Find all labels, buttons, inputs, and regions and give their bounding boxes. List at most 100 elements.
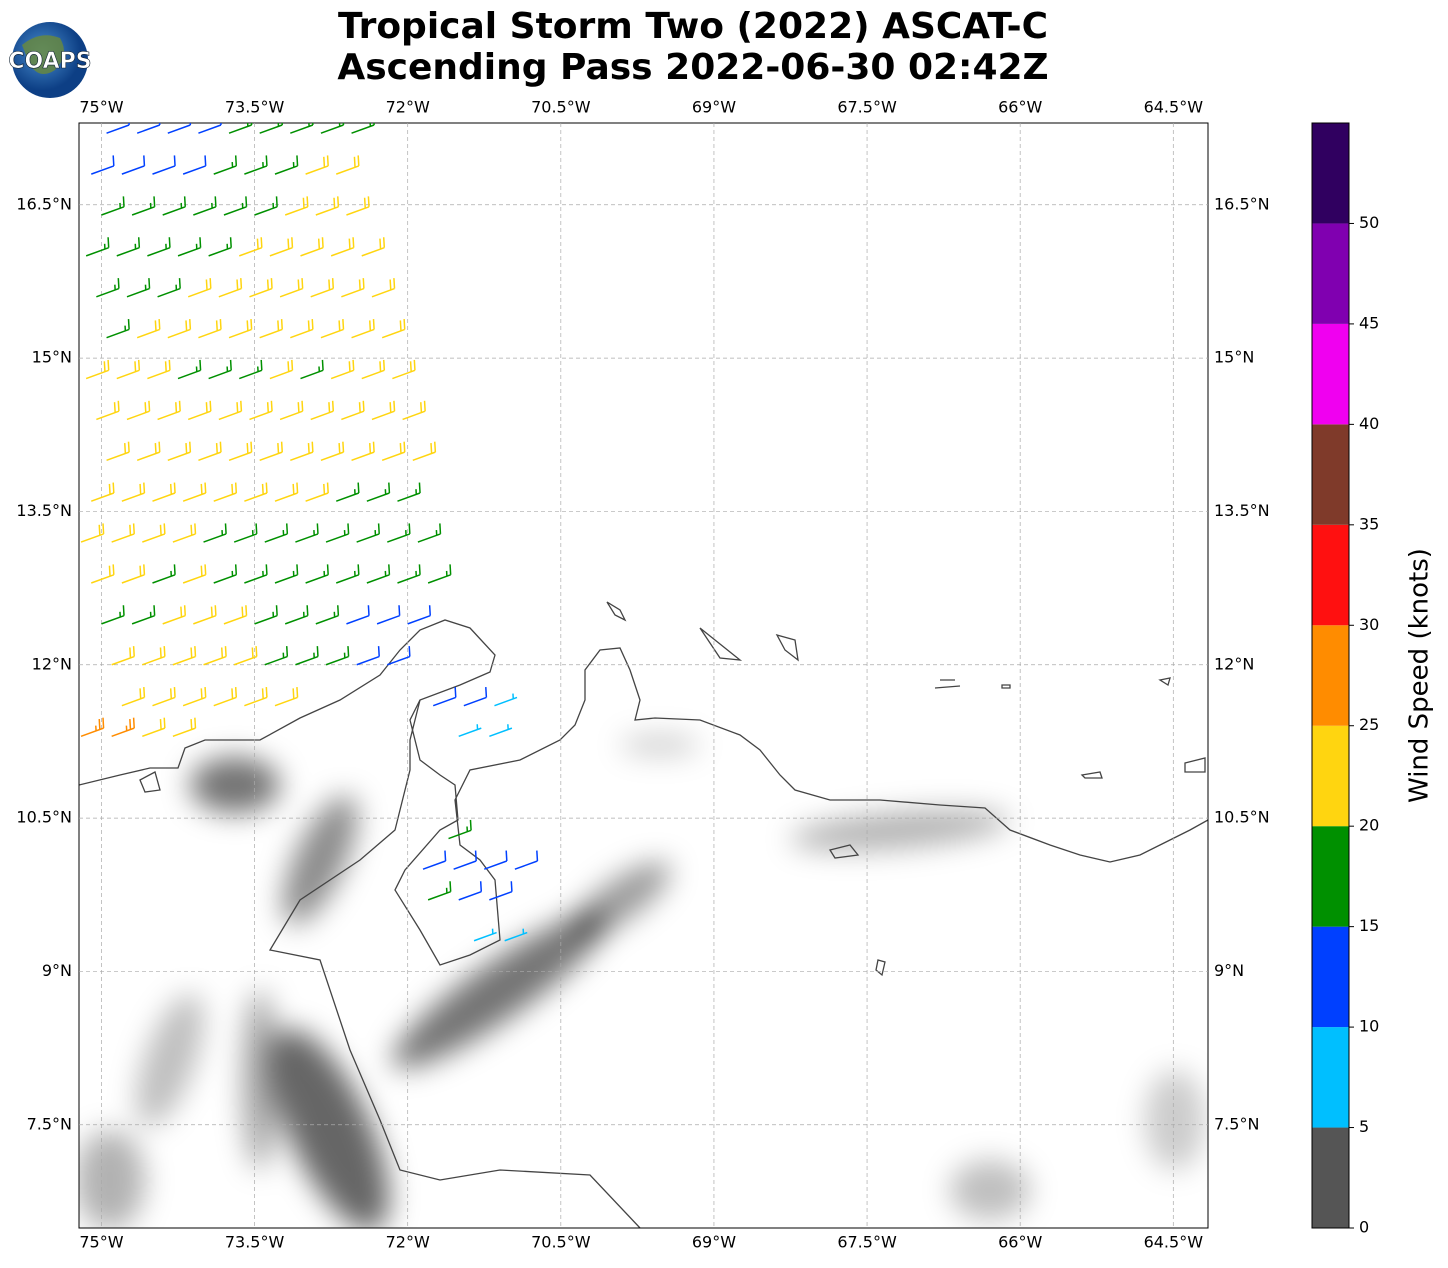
colorbar-segment [1312, 826, 1349, 927]
wind-barb [182, 564, 207, 584]
wind-barb [371, 278, 396, 298]
wind-barb [473, 928, 497, 942]
wind-barb [136, 123, 161, 134]
wind-barb [244, 482, 268, 502]
wind-barb [106, 441, 130, 462]
wind-barb [233, 523, 258, 543]
wind-barb [320, 318, 345, 339]
logo-text: COAPS [8, 49, 91, 74]
wind-barb [131, 605, 156, 625]
wind-barb [116, 237, 141, 257]
wind-barb [269, 359, 294, 380]
x-tick-label: 67.5°W [837, 1233, 897, 1252]
colorbar-segment [1312, 1127, 1349, 1228]
chart-title: Tropical Storm Two (2022) ASCAT-C [338, 6, 1048, 47]
y-tick-label: 10.5°N [16, 808, 72, 827]
wind-barb [213, 564, 238, 584]
colorbar-tick-label: 45 [1359, 313, 1379, 332]
wind-barb [228, 123, 253, 134]
wind-barb [427, 881, 452, 901]
x-tick-label: 67.5°W [837, 98, 897, 117]
y-tick-label: 12°N [1214, 654, 1254, 673]
wind-barb [366, 482, 391, 502]
wind-barb [284, 196, 309, 216]
wind-barb [325, 523, 350, 543]
wind-barb [300, 237, 324, 257]
wind-barb [422, 850, 447, 870]
wind-barb [290, 318, 314, 339]
wind-barb [136, 318, 161, 339]
colorbar-segment [1312, 424, 1349, 525]
x-tick-label: 73.5°W [225, 1233, 285, 1252]
wind-barb [346, 196, 370, 216]
wind-barb [427, 564, 452, 584]
wind-barb [80, 523, 105, 543]
wind-barb [172, 646, 197, 666]
wind-barb [193, 196, 217, 216]
wind-barb [177, 359, 202, 380]
wind-barb [387, 523, 411, 543]
y-tick-label: 12°N [32, 654, 72, 673]
colorbar-segment [1312, 524, 1349, 626]
wind-barb [279, 400, 304, 421]
wind-barb [295, 646, 319, 666]
wind-barb [121, 155, 146, 175]
wind-barb [315, 196, 340, 216]
wind-barb [85, 359, 110, 380]
wind-barb [458, 724, 482, 738]
wind-barb [249, 400, 273, 421]
wind-barb [366, 564, 391, 584]
colorbar-tick-label: 35 [1359, 514, 1379, 533]
y-tick-label: 16.5°N [1214, 194, 1270, 213]
colorbar-tick-label: 20 [1359, 816, 1379, 835]
wind-barb [300, 359, 324, 380]
wind-barb [167, 123, 192, 134]
wind-barb [376, 605, 401, 625]
wind-barb [198, 123, 222, 134]
wind-barb [208, 237, 232, 257]
wind-barb [96, 278, 120, 298]
wind-barb [90, 155, 115, 175]
y-tick-label: 15°N [1214, 348, 1254, 367]
wind-barb [218, 400, 243, 421]
wind-barb [254, 605, 278, 625]
x-tick-label: 70.5°W [531, 1233, 591, 1252]
x-tick-label: 73.5°W [225, 98, 285, 117]
colorbar-label: Wind Speed (knots) [1405, 548, 1435, 803]
wind-barb [392, 359, 416, 380]
wind-barb [249, 278, 273, 298]
wind-barb [162, 196, 187, 216]
wind-barb [458, 881, 483, 901]
wind-barb [152, 155, 176, 175]
wind-barb [351, 441, 375, 462]
wind-barb [187, 400, 212, 421]
wind-barb [335, 482, 360, 502]
wind-barb [356, 646, 380, 666]
wind-barb [111, 717, 135, 738]
wind-barb [264, 646, 289, 666]
wind-barb [325, 646, 350, 666]
wind-barb [356, 523, 380, 543]
wind-barb [361, 359, 386, 380]
wind-barb [494, 693, 518, 707]
wind-barb [259, 123, 283, 134]
y-tick-label: 9°N [1214, 961, 1244, 980]
wind-barb [80, 717, 105, 738]
wind-barb [259, 441, 283, 462]
wind-barb [182, 155, 207, 175]
wind-barb [310, 278, 335, 298]
wind-barb [274, 564, 299, 584]
wind-barb [269, 237, 294, 257]
terrain [79, 735, 1205, 1228]
wind-barb [320, 123, 345, 134]
colorbar-frame [1311, 122, 1350, 1229]
wind-barb [361, 237, 386, 257]
wind-barb [453, 850, 477, 870]
y-tick-label: 15°N [32, 348, 72, 367]
wind-barb [223, 196, 248, 216]
wind-barb [284, 605, 309, 625]
wind-barb [116, 359, 141, 380]
wind-barb [157, 278, 181, 298]
wind-barb [489, 881, 513, 901]
